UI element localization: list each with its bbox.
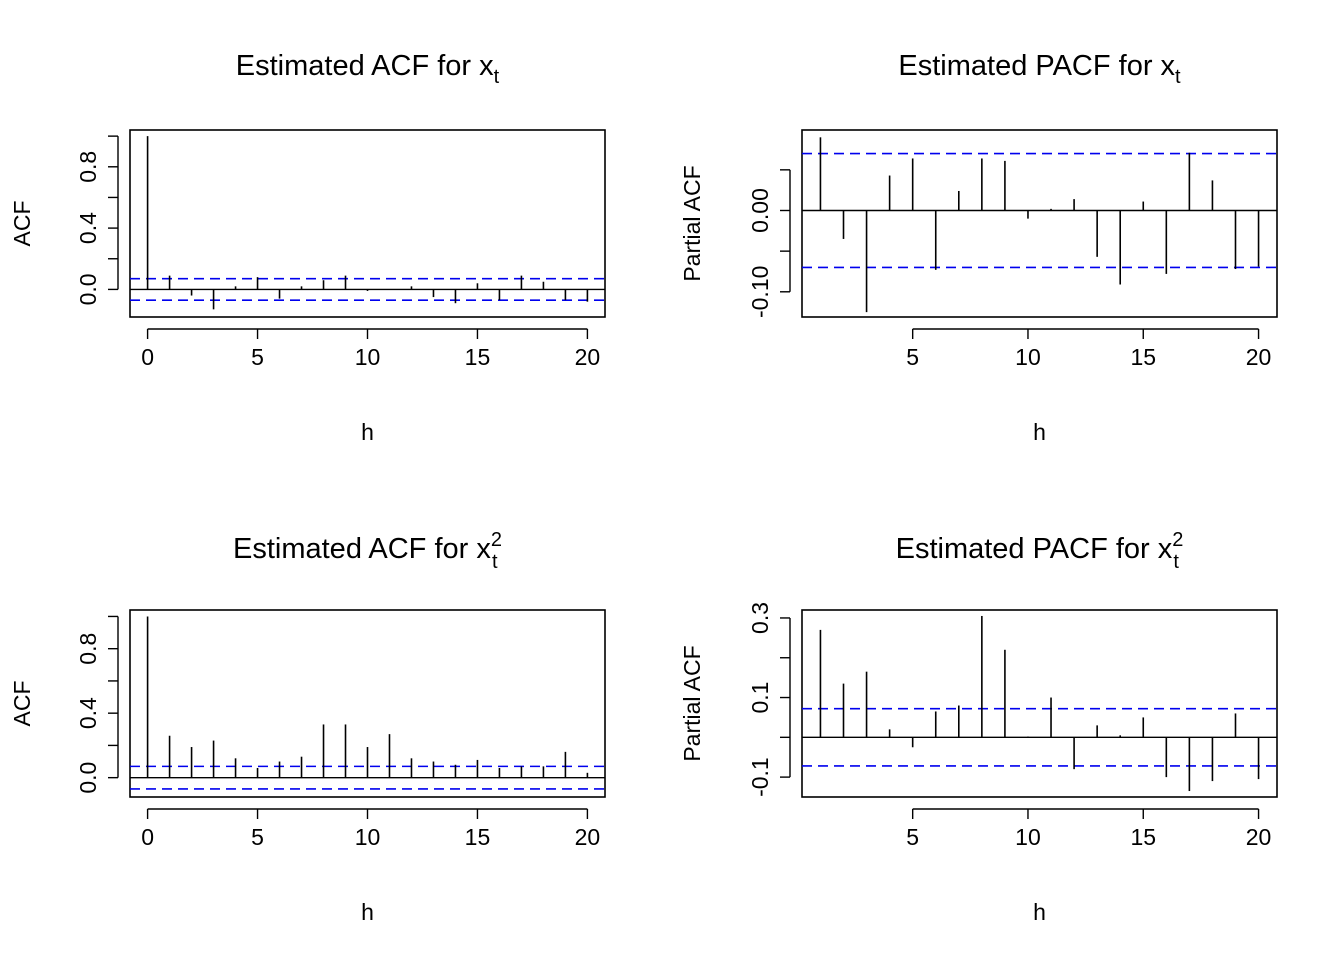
x-tick-label: 20 (575, 824, 601, 850)
y-tick-label: 0.8 (75, 633, 101, 665)
chart-title-main: Estimated PACF for x (896, 533, 1173, 565)
y-axis-label: ACF (9, 201, 35, 247)
y-tick-label: 0.4 (75, 212, 101, 244)
x-axis-label: h (1033, 899, 1046, 925)
y-axis: -0.10 0.00 (747, 169, 791, 318)
x-tick-label: 10 (1015, 824, 1041, 850)
x-tick-label: 0 (141, 824, 154, 850)
x-axis-label: h (1033, 419, 1046, 445)
bars (146, 616, 589, 778)
plot-frame (129, 129, 606, 318)
x-tick-label: 15 (465, 344, 491, 370)
x-tick-label: 20 (1246, 824, 1272, 850)
x-tick-label: 5 (906, 344, 919, 370)
x-axis-label: h (361, 419, 374, 445)
y-axis-label: ACF (9, 681, 35, 727)
chart-title: Estimated PACF for x2 t (896, 529, 1184, 573)
x-tick-label: 5 (251, 824, 264, 850)
x-tick-label: 10 (355, 824, 381, 850)
bars (819, 615, 1260, 792)
chart-panel-2: Estimated PACF for xt 5 10 15 20 -0.10 0.00 h Pa… (679, 50, 1278, 445)
x-axis-label: h (361, 899, 374, 925)
chart-title-superscript: 2 (491, 529, 502, 551)
bars (819, 137, 1260, 313)
x-tick-label: 20 (575, 344, 601, 370)
chart-title-superscript: 2 (1172, 529, 1183, 551)
x-tick-label: 5 (251, 344, 264, 370)
y-tick-label: 0.0 (75, 762, 101, 794)
x-axis: 5 10 15 20 (906, 808, 1272, 850)
x-tick-label: 0 (141, 344, 154, 370)
x-tick-label: 10 (355, 344, 381, 370)
chart-title-main: Estimated ACF for x (236, 50, 494, 82)
y-tick-label: -0.1 (747, 757, 773, 797)
x-axis: 0 5 10 15 20 (141, 808, 601, 850)
x-tick-label: 10 (1015, 344, 1041, 370)
y-tick-label: 0.3 (747, 602, 773, 634)
y-axis: 0.0 0.4 0.8 (75, 615, 119, 794)
x-tick-label: 15 (1130, 824, 1156, 850)
plot-frame (801, 609, 1278, 798)
y-tick-label: 0.0 (75, 273, 101, 305)
y-tick-label: -0.10 (747, 266, 773, 318)
chart-title: Estimated ACF for xt (236, 50, 500, 88)
x-tick-label: 20 (1246, 344, 1272, 370)
chart-title-main: Estimated ACF for x (233, 533, 491, 565)
chart-title-subscript: t (492, 551, 498, 573)
y-tick-label: 0.00 (747, 188, 773, 233)
y-axis: 0.0 0.4 0.8 (75, 135, 119, 305)
x-tick-label: 5 (906, 824, 919, 850)
y-axis-label: Partial ACF (679, 645, 705, 761)
y-tick-label: 0.1 (747, 682, 773, 714)
chart-title-subscript: t (494, 66, 500, 88)
x-tick-label: 15 (465, 824, 491, 850)
chart-panel-1: Estimated ACF for xt 0 5 10 15 20 0.0 0.4 0.8 h AC… (9, 50, 606, 445)
y-tick-label: 0.8 (75, 151, 101, 183)
y-axis-label: Partial ACF (679, 165, 705, 281)
chart-title: Estimated ACF for x2 t (233, 529, 502, 573)
chart-panel-4: Estimated PACF for x2 t 5 10 15 20 -0.1 0.1 0.3 h… (679, 529, 1278, 925)
y-tick-label: 0.4 (75, 697, 101, 729)
bars (146, 136, 589, 310)
plot-frame (129, 609, 606, 798)
chart-title: Estimated PACF for xt (898, 50, 1181, 88)
plot-frame (801, 129, 1278, 318)
x-axis: 5 10 15 20 (906, 328, 1272, 370)
chart-title-subscript: t (1175, 66, 1181, 88)
chart-title-subscript: t (1173, 551, 1179, 573)
chart-panel-3: Estimated ACF for x2 t 0 5 10 15 20 0.0 0.4 0.8 h A… (9, 529, 606, 925)
y-axis: -0.1 0.1 0.3 (747, 602, 791, 797)
x-tick-label: 15 (1130, 344, 1156, 370)
chart-title-main: Estimated PACF for x (898, 50, 1175, 82)
x-axis: 0 5 10 15 20 (141, 328, 601, 370)
